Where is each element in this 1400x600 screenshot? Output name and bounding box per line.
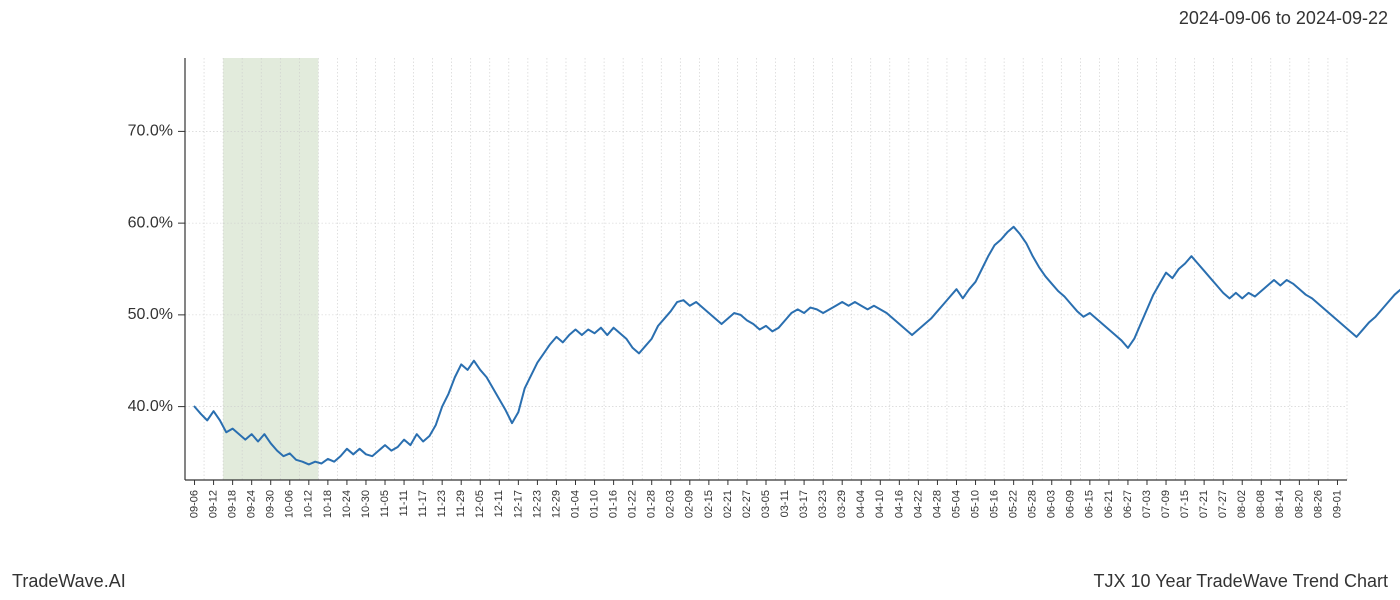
x-tick-label: 10-06 [284, 490, 296, 518]
x-tick-label: 05-10 [969, 490, 981, 518]
x-tick-label: 01-22 [627, 490, 639, 518]
x-tick-label: 12-17 [512, 490, 524, 518]
x-tick-label: 03-23 [817, 490, 829, 518]
x-tick-label: 12-23 [531, 490, 543, 518]
y-tick-label: 40.0% [128, 398, 173, 415]
x-tick-label: 10-12 [303, 490, 315, 518]
x-tick-label: 02-03 [665, 490, 677, 518]
x-tick-label: 02-27 [741, 490, 753, 518]
x-tick-label: 12-29 [550, 490, 562, 518]
x-tick-label: 12-11 [493, 490, 505, 517]
x-tick-label: 08-20 [1293, 490, 1305, 518]
x-tick-label: 03-11 [779, 490, 791, 517]
x-tick-label: 09-12 [207, 490, 219, 518]
x-tick-label: 08-14 [1274, 490, 1286, 518]
x-tick-label: 10-24 [341, 490, 353, 518]
x-tick-label: 06-21 [1103, 490, 1115, 518]
x-tick-label: 07-09 [1160, 490, 1172, 518]
x-tick-label: 02-09 [684, 490, 696, 518]
x-tick-label: 08-26 [1312, 490, 1324, 518]
highlight-band [223, 58, 318, 480]
x-tick-label: 06-09 [1065, 490, 1077, 518]
x-tick-label: 03-29 [836, 490, 848, 518]
x-tick-label: 04-16 [893, 490, 905, 518]
x-tick-label: 04-10 [874, 490, 886, 518]
y-tick-label: 70.0% [128, 123, 173, 140]
x-tick-label: 11-11 [398, 490, 410, 517]
trend-chart: 40.0% 50.0% 60.0% 70.0% 09-06 09-12 09-18 09-24… [0, 0, 1400, 600]
x-tick-label: 11-17 [417, 490, 429, 517]
x-tick-label: 06-15 [1084, 490, 1096, 518]
x-tick-label: 11-05 [379, 490, 391, 517]
x-tick-label: 09-30 [265, 490, 277, 518]
x-tick-label: 03-17 [798, 490, 810, 518]
y-tick-label: 50.0% [128, 306, 173, 323]
x-tick-label: 07-03 [1141, 490, 1153, 518]
x-tick-label: 07-15 [1179, 490, 1191, 518]
x-tick-label: 05-28 [1027, 490, 1039, 518]
x-tick-label: 04-28 [931, 490, 943, 518]
x-tick-label: 02-21 [722, 490, 734, 518]
x-tick-label: 09-18 [227, 490, 239, 518]
x-tick-label: 05-22 [1008, 490, 1020, 518]
x-tick-label: 06-27 [1122, 490, 1134, 518]
x-tick-label: 11-23 [436, 490, 448, 517]
x-tick-label: 04-04 [855, 490, 867, 518]
x-tick-label: 07-21 [1198, 490, 1210, 518]
x-tick-label: 06-03 [1046, 490, 1058, 518]
x-tick-label: 09-06 [188, 490, 200, 518]
x-tick-label: 09-24 [246, 490, 258, 518]
x-tick-label: 10-30 [360, 490, 372, 518]
x-tick-label: 01-04 [569, 490, 581, 518]
x-tick-label: 05-04 [950, 490, 962, 518]
x-tick-label: 07-27 [1217, 490, 1229, 518]
x-tick-label: 02-15 [703, 490, 715, 518]
x-tick-label: 04-22 [912, 490, 924, 518]
x-tick-label: 01-28 [646, 490, 658, 518]
x-tick-label: 12-05 [474, 490, 486, 518]
x-tick-label: 10-18 [322, 490, 334, 518]
x-tick-label: 05-16 [988, 490, 1000, 518]
x-tick-label: 01-10 [588, 490, 600, 518]
x-tick-label: 08-08 [1255, 490, 1267, 518]
x-tick-label: 08-02 [1236, 490, 1248, 518]
y-tick-label: 60.0% [128, 214, 173, 231]
x-tick-label: 03-05 [760, 490, 772, 518]
x-tick-label: 09-01 [1331, 490, 1343, 518]
x-tick-label: 11-29 [455, 490, 467, 517]
x-tick-label: 01-16 [608, 490, 620, 518]
